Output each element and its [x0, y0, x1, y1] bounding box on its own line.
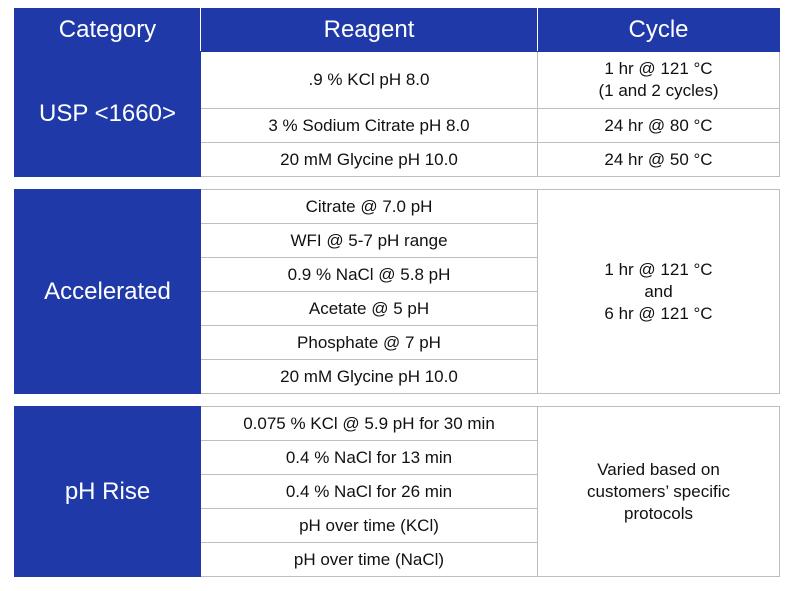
cycle-cell: 24 hr @ 80 °C: [537, 108, 780, 143]
reagent-cell: pH over time (NaCl): [200, 542, 538, 577]
table-row: 0.4 % NaCl for 13 min: [15, 440, 780, 475]
table-row: pH Rise 0.075 % KCl @ 5.9 pH for 30 min …: [14, 406, 780, 577]
reagent-cell: WFI @ 5-7 pH range: [200, 223, 538, 258]
cycle-line: customers’ specific: [587, 481, 730, 501]
cycle-cell: 1 hr @ 121 °C and 6 hr @ 121 °C: [537, 189, 780, 394]
accelerated-table: Accelerated Citrate @ 7.0 pH 1 hr @ 121 …: [14, 189, 780, 394]
category-ph-rise: pH Rise: [14, 406, 201, 577]
table-row: WFI @ 5-7 pH range: [15, 223, 780, 258]
header-category: Category: [14, 8, 201, 52]
cycle-line: (1 and 2 cycles): [598, 81, 719, 100]
table-row: Phosphate @ 7 pH: [15, 325, 780, 360]
reagent-cell: Phosphate @ 7 pH: [200, 325, 538, 360]
reagent-cell: pH over time (KCl): [200, 508, 538, 543]
cycle-line: and: [644, 281, 673, 301]
reagent-cell: .9 % KCl pH 8.0: [200, 51, 538, 109]
table-row: 0.9 % NaCl @ 5.8 pH: [15, 257, 780, 292]
reagent-cell: 0.075 % KCl @ 5.9 pH for 30 min: [200, 406, 538, 441]
table-row: Accelerated Citrate @ 7.0 pH 1 hr @ 121 …: [14, 189, 780, 394]
table-row: 0.4 % NaCl for 26 min: [15, 474, 780, 509]
reagent-cell: 20 mM Glycine pH 10.0: [200, 359, 538, 394]
reagent-cell: 20 mM Glycine pH 10.0: [200, 142, 538, 177]
table-row: Acetate @ 5 pH: [15, 291, 780, 326]
reagent-cell: 0.9 % NaCl @ 5.8 pH: [200, 257, 538, 292]
category-usp: USP <1660>: [14, 51, 201, 177]
table-row: 20 mM Glycine pH 10.0 24 hr @ 50 °C: [15, 142, 780, 177]
header-row: Category Reagent Cycle: [14, 8, 780, 52]
cycle-line: 6 hr @ 121 °C: [604, 303, 713, 323]
usp-table: Category Reagent Cycle USP <1660> .9 % K…: [14, 8, 780, 177]
reagent-cell: Citrate @ 7.0 pH: [200, 189, 538, 224]
category-accelerated: Accelerated: [14, 189, 201, 394]
reagent-cell: 0.4 % NaCl for 13 min: [200, 440, 538, 475]
cycle-cell: 1 hr @ 121 °C (1 and 2 cycles): [537, 51, 780, 109]
table-row: pH over time (KCl): [15, 508, 780, 543]
table-row: USP <1660> .9 % KCl pH 8.0 1 hr @ 121 °C…: [14, 51, 780, 177]
reagent-cell: Acetate @ 5 pH: [200, 291, 538, 326]
ph-rise-table: pH Rise 0.075 % KCl @ 5.9 pH for 30 min …: [14, 406, 780, 577]
table-row: 3 % Sodium Citrate pH 8.0 24 hr @ 80 °C: [15, 108, 780, 143]
table-row: pH over time (NaCl): [15, 542, 780, 577]
reagent-cell: 3 % Sodium Citrate pH 8.0: [200, 108, 538, 143]
cycle-line: 1 hr @ 121 °C: [604, 259, 713, 279]
cycle-cell: Varied based on customers’ specific prot…: [537, 406, 780, 577]
table-row: 20 mM Glycine pH 10.0: [15, 359, 780, 394]
reagent-cell: 0.4 % NaCl for 26 min: [200, 474, 538, 509]
cycle-line: Varied based on: [597, 459, 720, 479]
cycle-line: protocols: [624, 503, 693, 523]
cycle-cell: 24 hr @ 50 °C: [537, 142, 780, 177]
cycle-line: 1 hr @ 121 °C: [604, 59, 713, 78]
header-cycle: Cycle: [537, 8, 780, 52]
header-reagent: Reagent: [200, 8, 538, 52]
